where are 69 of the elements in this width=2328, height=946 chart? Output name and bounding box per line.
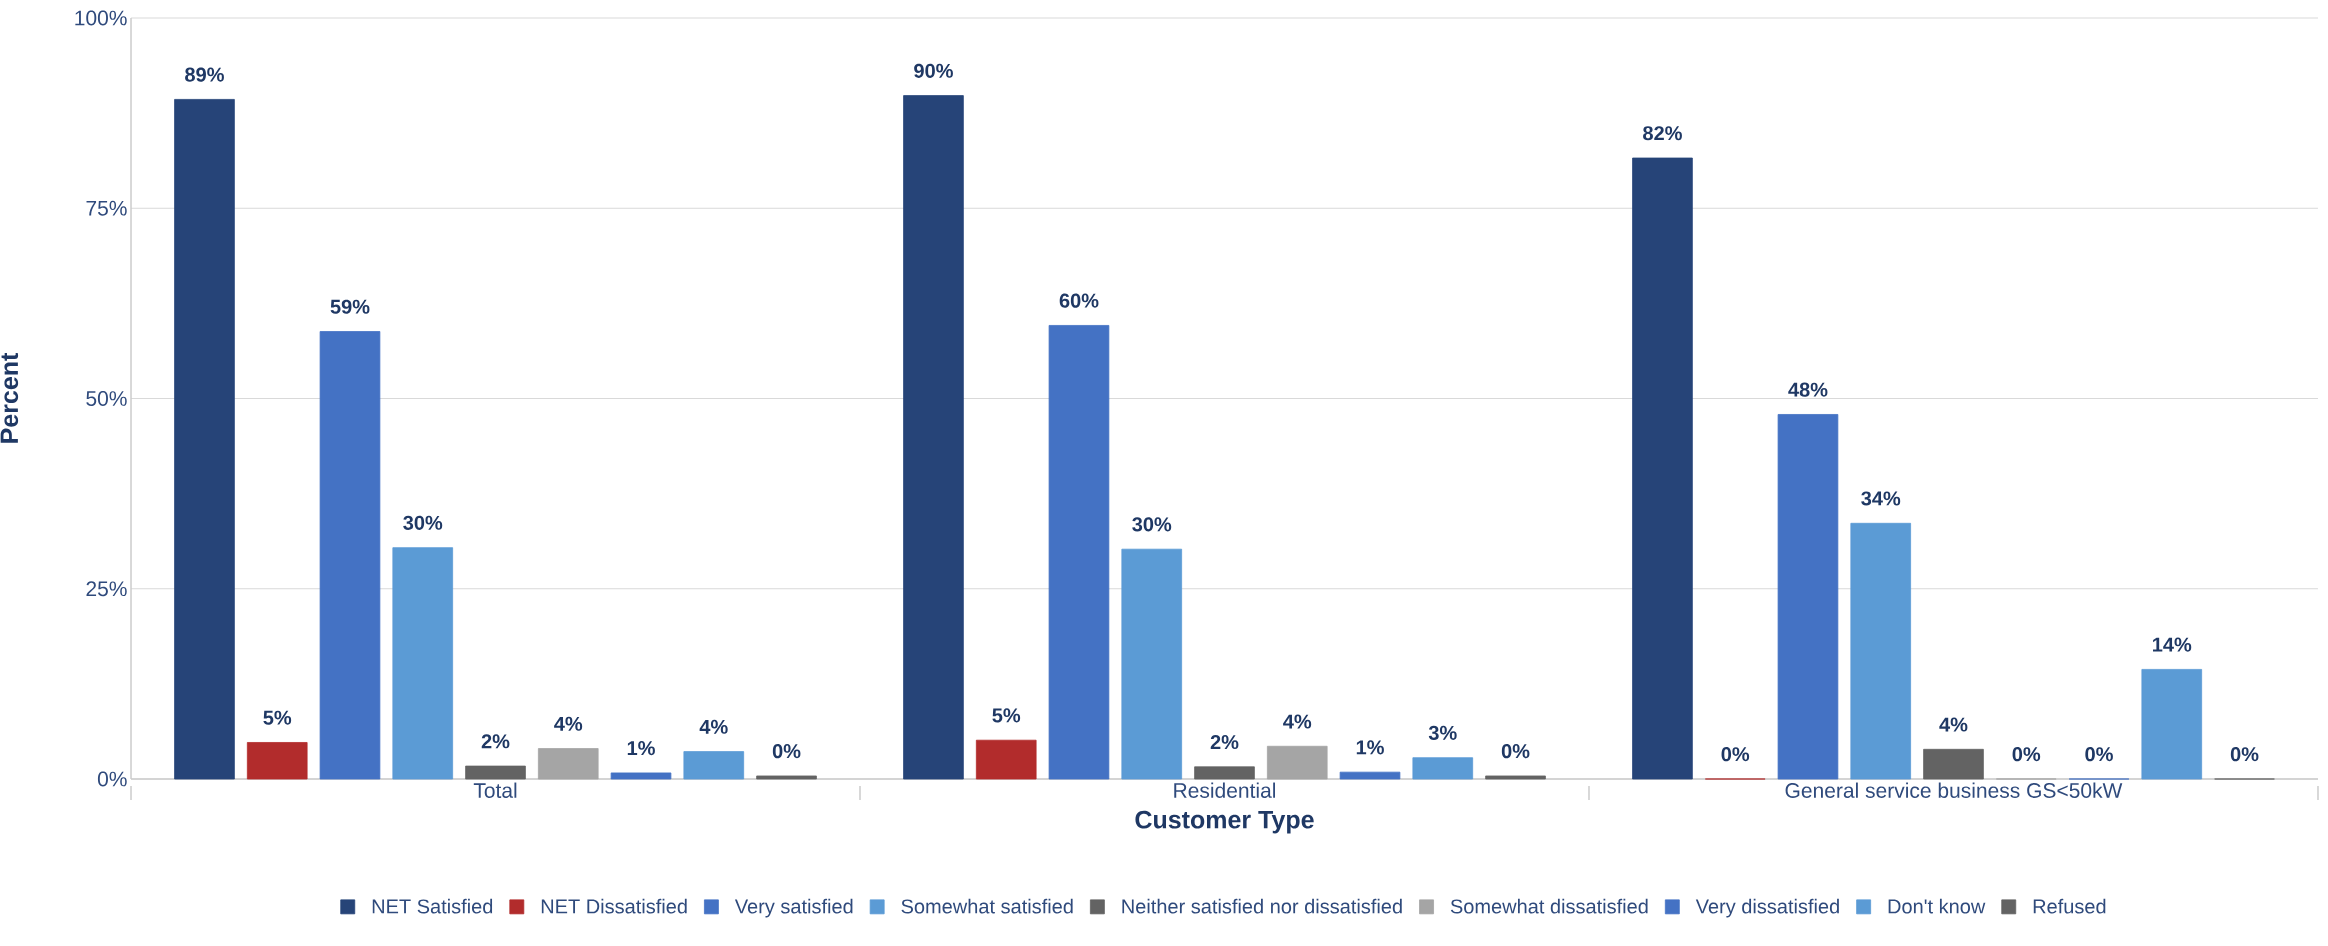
legend-label: Somewhat satisfied (901, 898, 1073, 914)
data-label: 30% (1132, 517, 1172, 532)
y-tick-label: 0% (97, 771, 127, 787)
data-label: 30% (403, 515, 443, 530)
bar (1121, 548, 1183, 780)
bar (319, 331, 381, 780)
bar (1485, 775, 1546, 780)
bar (1194, 766, 1255, 780)
data-label: 4% (699, 719, 728, 734)
data-label: 0% (1501, 744, 1530, 759)
legend-label: Don't know (1888, 898, 1986, 914)
x-tick-label: Total (473, 782, 517, 798)
y-tick-label: 100% (75, 10, 127, 26)
y-axis-title: Percent (0, 352, 19, 443)
bar (1339, 771, 1401, 780)
bar (1850, 522, 1912, 780)
data-label: 3% (1428, 725, 1457, 740)
legend-label: Very dissatisfied (1695, 898, 1839, 918)
x-tick-label: Residential (1174, 782, 1276, 798)
bar (1923, 748, 1984, 780)
bar (683, 751, 745, 780)
x-tick-label: General service business GS<50kW (1785, 782, 2123, 798)
legend-label: NET Dissatisfied (541, 898, 687, 914)
bar (174, 99, 235, 780)
data-label: 5% (263, 710, 292, 725)
legend-label: Refused (2033, 898, 2106, 914)
data-label: 4% (1283, 714, 1312, 729)
data-label: 1% (627, 741, 655, 756)
data-label: 48% (1788, 382, 1828, 397)
data-label: 90% (914, 63, 953, 78)
bar (1048, 325, 1110, 780)
data-label: 2% (1210, 734, 1239, 750)
data-label: 2% (481, 734, 510, 749)
data-label: 60% (1059, 293, 1099, 308)
data-label: 59% (330, 299, 370, 314)
data-label: 1% (1356, 740, 1384, 755)
data-label: 0% (2085, 747, 2113, 762)
data-label: 0% (772, 744, 801, 759)
bar (246, 742, 308, 780)
bar (903, 95, 964, 780)
bar (1266, 745, 1328, 780)
bar (756, 775, 817, 780)
bar (1412, 757, 1474, 780)
data-label: 89% (185, 67, 224, 82)
legend-label: Neither satisfied nor dissatisfied (1122, 898, 1402, 914)
bar (2141, 669, 2203, 780)
data-label: 0% (1721, 747, 1750, 762)
bar (465, 765, 526, 780)
y-tick-label: 50% (86, 391, 127, 406)
data-label: 82% (1643, 126, 1682, 141)
data-label: 34% (1861, 491, 1901, 506)
bar (610, 772, 672, 780)
data-label: 5% (992, 708, 1021, 723)
bar (392, 547, 454, 780)
data-label: 0% (2230, 747, 2259, 762)
y-tick-label: 25% (86, 581, 127, 597)
bar (537, 748, 599, 780)
bar (1777, 414, 1839, 780)
y-tick-label: 75% (86, 200, 127, 216)
data-label: 4% (1939, 717, 1968, 732)
data-label: 0% (2012, 747, 2041, 762)
data-label: 4% (554, 716, 583, 731)
legend-label: Very satisfied (734, 898, 853, 918)
x-axis-title: Customer Type (1135, 810, 1314, 834)
bar (1632, 157, 1693, 780)
legend-label: Somewhat dissatisfied (1450, 898, 1648, 914)
legend-label: NET Satisfied (372, 898, 493, 914)
bar (975, 739, 1037, 780)
data-label: 14% (2153, 637, 2192, 652)
